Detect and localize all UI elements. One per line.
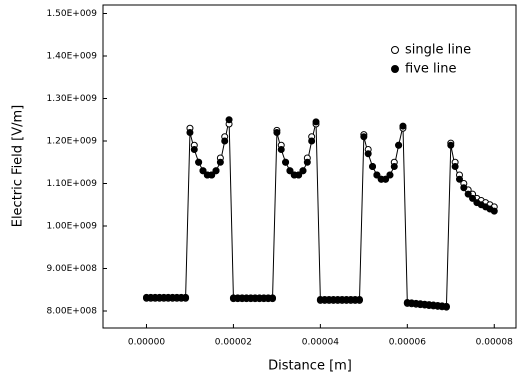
data-point: [299, 167, 307, 175]
data-point: [286, 167, 294, 175]
data-point: [355, 296, 363, 304]
data-point: [186, 129, 194, 136]
legend-marker: [391, 46, 399, 54]
y-tick-label: 9.00E+008: [47, 264, 98, 274]
data-point: [208, 171, 216, 179]
y-tick-label: 1.20E+009: [47, 137, 98, 147]
data-point: [490, 207, 498, 215]
data-point: [382, 175, 390, 183]
data-point: [369, 163, 377, 170]
data-point: [277, 146, 285, 153]
x-tick-label: 0.00000: [128, 338, 165, 348]
data-point: [199, 167, 207, 175]
data-point: [295, 171, 303, 179]
x-tick-label: 0.00008: [476, 338, 513, 348]
legend-text: single line: [405, 43, 471, 58]
data-point: [190, 146, 198, 153]
data-point: [460, 184, 468, 192]
y-tick-label: 1.30E+009: [47, 94, 98, 104]
data-point: [447, 141, 455, 149]
series-line: [146, 119, 495, 307]
x-axis-title: Distance [m]: [268, 359, 352, 374]
y-axis-title: Electric Field [V/m]: [11, 105, 26, 228]
y-tick-label: 8.00E+008: [47, 307, 98, 317]
legend-marker: [391, 65, 399, 73]
data-point: [373, 171, 381, 179]
data-point: [308, 137, 316, 145]
data-point: [212, 167, 220, 175]
x-tick-label: 0.00004: [302, 338, 339, 348]
data-point: [364, 150, 372, 158]
data-point: [182, 293, 190, 301]
data-point: [273, 129, 281, 136]
data-point: [442, 302, 450, 310]
data-point: [386, 171, 394, 179]
y-tick-label: 1.40E+009: [47, 52, 98, 62]
data-point: [455, 175, 463, 183]
x-tick-label: 0.00002: [215, 338, 252, 348]
data-point: [451, 163, 459, 170]
data-point: [469, 194, 477, 202]
data-point: [399, 122, 407, 130]
data-point: [269, 294, 277, 302]
x-tick-label: 0.00006: [389, 338, 426, 348]
data-point: [195, 158, 203, 166]
data-point: [395, 141, 403, 149]
data-point: [225, 116, 233, 124]
data-point: [282, 158, 290, 166]
plot-frame: [102, 4, 517, 329]
data-point: [390, 163, 398, 170]
data-point: [216, 158, 224, 166]
data-point: [464, 190, 472, 198]
legend-text: five line: [405, 62, 456, 77]
data-point: [312, 118, 320, 126]
y-tick-label: 1.50E+009: [47, 9, 98, 19]
data-point: [360, 133, 368, 141]
data-point: [303, 158, 311, 166]
y-tick-label: 1.00E+009: [47, 222, 98, 232]
data-point: [221, 137, 229, 145]
y-tick-label: 1.10E+009: [47, 179, 98, 189]
